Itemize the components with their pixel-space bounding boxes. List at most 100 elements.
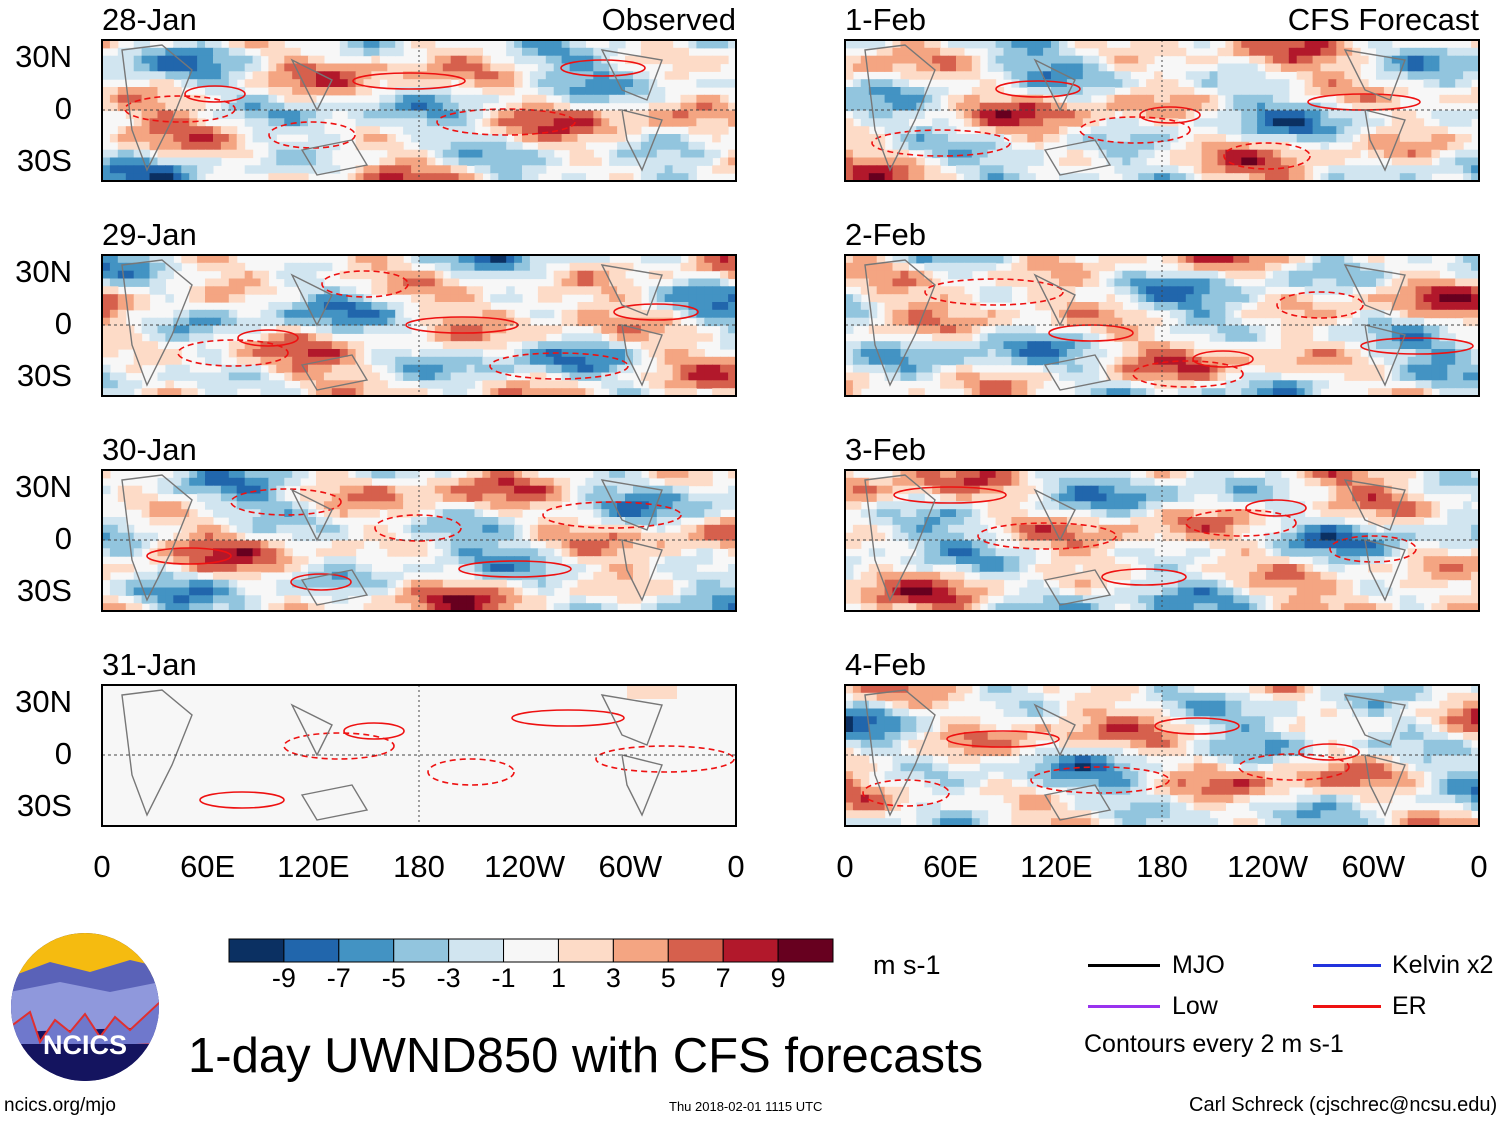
heatmap-cell (696, 63, 705, 72)
heatmap-cell (149, 118, 158, 127)
heatmap-cell (323, 309, 333, 319)
heatmap-cell (426, 270, 436, 280)
heatmap-cell (1336, 47, 1345, 57)
heatmap-cell (1344, 286, 1353, 295)
heatmap-cell (1272, 255, 1282, 264)
panel-date: 28-Jan (102, 2, 197, 37)
heatmap-cell (141, 302, 151, 311)
heatmap-cell (426, 532, 436, 542)
heatmap-cell (363, 118, 372, 127)
heatmap-cell (292, 587, 301, 596)
heatmap-cell (292, 71, 301, 80)
heatmap-cell (1043, 110, 1052, 119)
heatmap-cell (577, 118, 586, 127)
heatmap-cell (300, 262, 309, 272)
heatmap-cell (125, 102, 135, 112)
heatmap-cell (395, 548, 404, 557)
heatmap-cell (403, 579, 412, 589)
heatmap-cell (553, 564, 563, 573)
heatmap-cell (1368, 94, 1377, 104)
panel-date: 1-Feb (845, 2, 926, 37)
x-tick-label: 60E (180, 849, 236, 884)
heatmap-cell (347, 309, 357, 319)
heatmap-cell (268, 524, 277, 534)
heatmap-cell (165, 603, 174, 612)
heatmap-cell (633, 388, 642, 397)
heatmap-cell (165, 517, 174, 526)
coastlines (121, 259, 663, 391)
heatmap-cell (672, 571, 682, 581)
heatmap-cell (696, 294, 705, 303)
heatmap-cell (656, 102, 666, 112)
heatmap-cell (868, 294, 878, 303)
heatmap-cell (458, 102, 468, 112)
heatmap-cell (585, 540, 594, 549)
heatmap-cell (720, 493, 729, 502)
heatmap-cell (1280, 173, 1290, 182)
heatmap-cell (577, 524, 586, 534)
heatmap-cell (1423, 294, 1432, 303)
heatmap-cell (498, 364, 507, 374)
heatmap-cell (585, 255, 594, 264)
heatmap-cell (1074, 278, 1084, 287)
heatmap-cell (553, 118, 563, 127)
heatmap-cell (1106, 157, 1115, 166)
heatmap-cell (1114, 278, 1123, 287)
heatmap-cell (1288, 255, 1298, 264)
heatmap-cell (956, 165, 965, 174)
heatmap-cell (244, 571, 254, 581)
heatmap-cell (627, 685, 677, 699)
heatmap-cell (609, 126, 618, 135)
heatmap-cell (1312, 87, 1322, 96)
heatmap-cell (1296, 294, 1306, 303)
heatmap-cell (1162, 302, 1171, 311)
heatmap-cell (102, 548, 111, 557)
heatmap-cell (1074, 302, 1084, 311)
heatmap-cell (514, 102, 523, 112)
heatmap-cell (1439, 157, 1448, 166)
heatmap-cell (482, 517, 491, 526)
heatmap-cell (442, 309, 452, 319)
heatmap-cell (1431, 47, 1440, 57)
heatmap-cell (419, 603, 428, 612)
heatmap-cell (617, 470, 626, 479)
heatmap-cell (1177, 302, 1187, 311)
heatmap-cell (1098, 71, 1108, 80)
heatmap-cell (197, 380, 206, 389)
heatmap-cell (102, 173, 111, 182)
heatmap-cell (1352, 294, 1361, 303)
heatmap-cell (165, 294, 174, 303)
heatmap-cell (157, 79, 166, 88)
heatmap-cell (205, 79, 214, 88)
heatmap-cell (1431, 134, 1440, 143)
heatmap-cell (157, 270, 166, 280)
heatmap-cell (434, 173, 444, 182)
heatmap-cell (601, 349, 610, 358)
heatmap-cell (995, 102, 1005, 112)
heatmap-cell (205, 493, 214, 502)
heatmap-cell (688, 325, 697, 334)
heatmap-cell (1304, 102, 1314, 112)
heatmap-cell (1146, 79, 1155, 88)
heatmap-cell (339, 102, 349, 112)
heatmap-cell (704, 149, 713, 159)
heatmap-cell (1225, 173, 1234, 182)
heatmap-cell (339, 294, 349, 303)
heatmap-cell (1439, 294, 1448, 303)
heatmap-cell (181, 470, 190, 479)
heatmap-cell (585, 309, 594, 319)
heatmap-cell (971, 165, 981, 174)
heatmap-cell (379, 47, 388, 57)
heatmap-cell (1233, 47, 1242, 57)
heatmap-cell (395, 388, 404, 397)
heatmap-cell (1288, 55, 1298, 65)
heatmap-cell (845, 134, 854, 143)
heatmap-cell (1122, 71, 1131, 80)
heatmap-cell (545, 349, 555, 358)
heatmap-cell (197, 126, 206, 135)
heatmap-cell (1201, 165, 1211, 174)
heatmap-cell (125, 55, 135, 65)
heatmap-cell (181, 603, 190, 612)
heatmap-cell (339, 286, 349, 295)
heatmap-cell (228, 349, 238, 358)
